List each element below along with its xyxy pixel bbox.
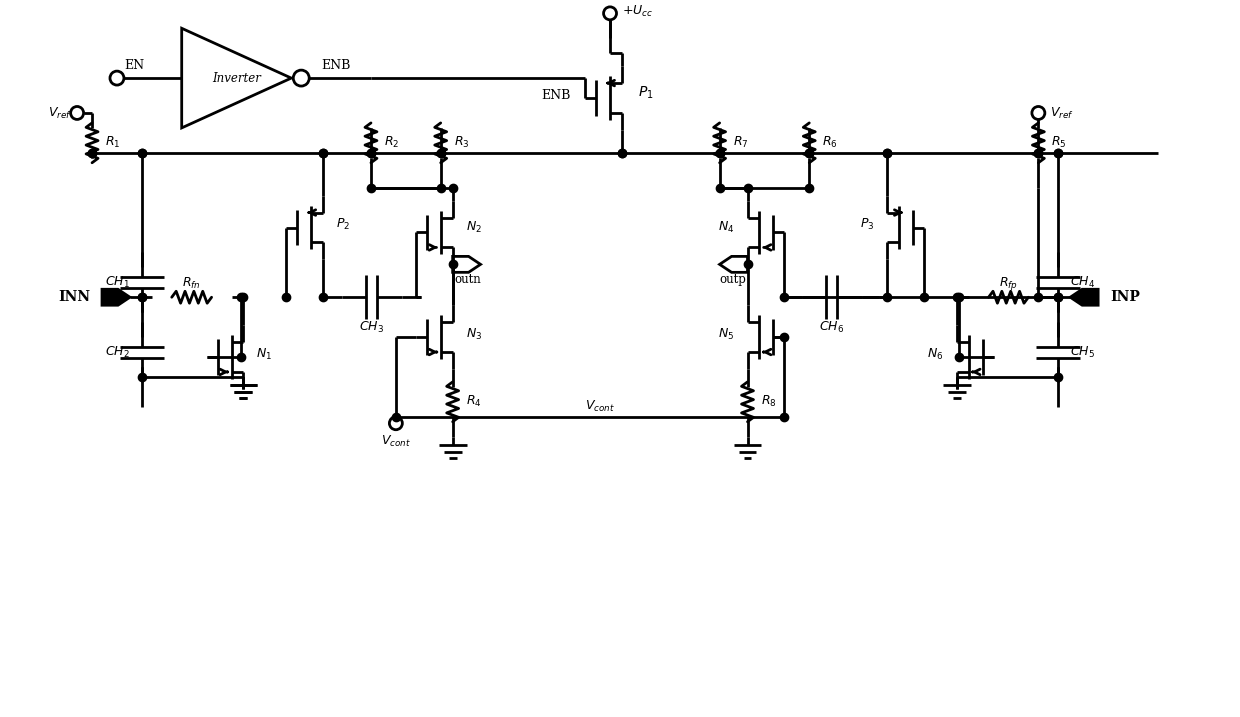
Text: $V_{cont}$: $V_{cont}$	[381, 434, 410, 450]
Text: $R_{fp}$: $R_{fp}$	[999, 275, 1018, 292]
Text: $R_6$: $R_6$	[822, 136, 838, 151]
Text: $N_3$: $N_3$	[465, 326, 482, 341]
Text: INP: INP	[1110, 290, 1140, 304]
Circle shape	[389, 417, 402, 429]
Text: $V_{ref}$: $V_{ref}$	[48, 105, 72, 120]
Text: $R_5$: $R_5$	[1052, 136, 1066, 151]
Text: $P_3$: $P_3$	[859, 217, 874, 232]
Circle shape	[1032, 107, 1045, 120]
Text: $N_5$: $N_5$	[718, 326, 734, 341]
Text: $R_2$: $R_2$	[384, 136, 399, 151]
Text: $P_2$: $P_2$	[336, 217, 350, 232]
Text: outp: outp	[719, 272, 746, 286]
Text: $R_{fn}$: $R_{fn}$	[182, 276, 201, 291]
Circle shape	[604, 7, 616, 20]
Text: $N_2$: $N_2$	[465, 220, 481, 235]
Circle shape	[294, 70, 309, 86]
Text: $R_3$: $R_3$	[454, 136, 469, 151]
Text: EN: EN	[124, 59, 144, 72]
Polygon shape	[1070, 289, 1099, 305]
Text: $CH_1$: $CH_1$	[105, 275, 130, 290]
Text: $CH_3$: $CH_3$	[360, 320, 384, 335]
Text: $CH_2$: $CH_2$	[105, 344, 130, 359]
Text: $R_1$: $R_1$	[105, 136, 120, 151]
Text: outn: outn	[454, 272, 481, 286]
Text: INN: INN	[58, 290, 91, 304]
Text: $N_1$: $N_1$	[257, 346, 273, 361]
Text: Inverter: Inverter	[212, 72, 260, 85]
Text: $V_{ref}$: $V_{ref}$	[1050, 105, 1074, 120]
Text: $R_8$: $R_8$	[761, 394, 777, 409]
Circle shape	[110, 71, 124, 85]
Circle shape	[71, 107, 83, 120]
Polygon shape	[102, 289, 130, 305]
Text: $CH_4$: $CH_4$	[1070, 275, 1095, 290]
Text: $+U_{cc}$: $+U_{cc}$	[622, 4, 653, 19]
Text: $R_7$: $R_7$	[733, 136, 748, 151]
Text: $N_6$: $N_6$	[928, 346, 944, 361]
Text: $R_4$: $R_4$	[465, 394, 481, 409]
Text: $N_4$: $N_4$	[718, 220, 734, 235]
Text: $P_1$: $P_1$	[637, 85, 653, 101]
Text: ENB: ENB	[541, 88, 570, 102]
Text: $V_{cont}$: $V_{cont}$	[585, 399, 615, 414]
Text: ENB: ENB	[321, 59, 351, 72]
Text: $CH_6$: $CH_6$	[820, 320, 844, 335]
Text: $CH_5$: $CH_5$	[1070, 344, 1095, 359]
